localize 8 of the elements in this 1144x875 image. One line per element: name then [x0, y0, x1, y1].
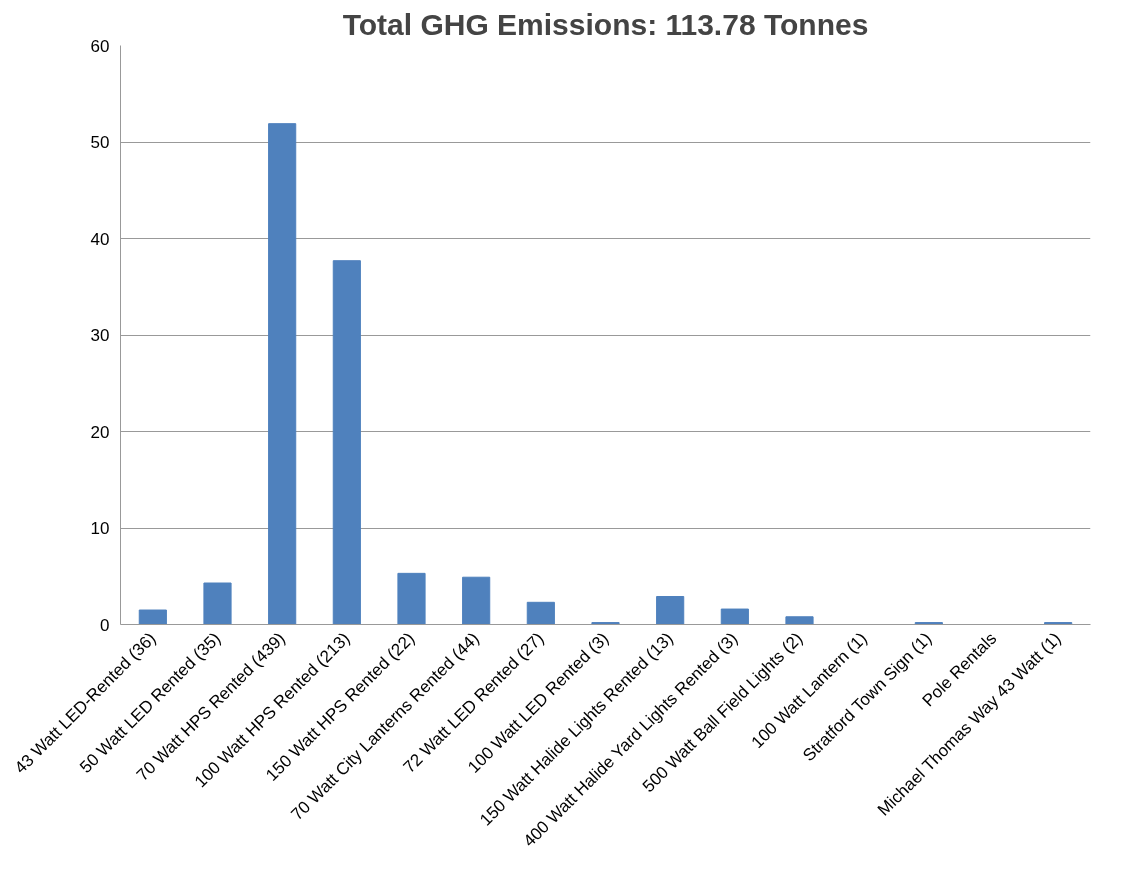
y-tick-label: 0 [100, 615, 110, 635]
chart-title: Total GHG Emissions: 113.78 Tonnes [342, 7, 869, 41]
y-tick-label: 30 [90, 326, 110, 345]
y-tick-label: 10 [90, 519, 110, 538]
y-tick-label: 40 [90, 229, 110, 249]
y-tick-label: 50 [90, 133, 110, 152]
y-tick-label: 20 [90, 422, 110, 442]
y-tick-label: 60 [90, 36, 110, 56]
